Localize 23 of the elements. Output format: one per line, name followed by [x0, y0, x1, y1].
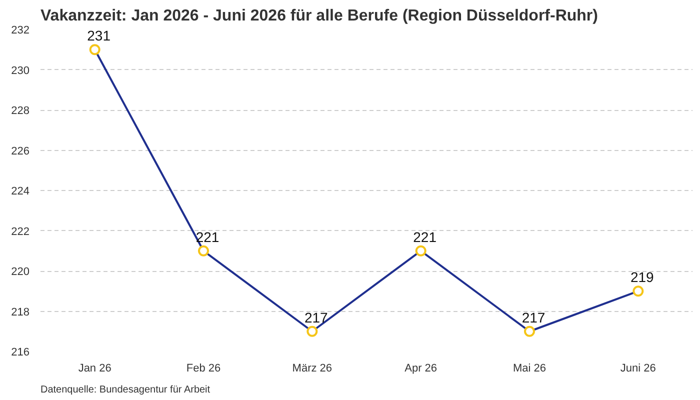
y-tick-label: 228: [11, 105, 30, 117]
x-tick-label: Feb 26: [186, 362, 221, 374]
y-tick-label: 224: [11, 186, 30, 198]
y-tick-label: 220: [11, 266, 30, 278]
x-tick-label: Juni 26: [620, 362, 656, 374]
data-label: 221: [413, 228, 437, 245]
y-tick-label: 216: [11, 346, 30, 358]
data-label: 217: [522, 309, 546, 326]
data-label: 221: [196, 228, 220, 245]
y-tick-label: 232: [11, 24, 30, 36]
text: Datenquelle: Bundesagentur für Arbeit: [40, 384, 210, 396]
y-tick-label: 230: [11, 64, 30, 77]
data-label: 231: [87, 28, 111, 44]
data-label: 217: [304, 309, 328, 326]
x-tick-label: Mai 26: [512, 362, 546, 374]
y-tick-label: 226: [11, 145, 30, 158]
x-tick-label: Apr 26: [404, 362, 438, 374]
y-tick-label: 218: [11, 306, 30, 318]
x-tick-label: März 26: [292, 362, 332, 374]
x-tick-label: Jan 26: [78, 362, 112, 374]
chart-title: Vakanzzeit: Jan 2026 - Juni 2026 für alle Berufe (Region Düsseldorf-Ruhr): [40, 8, 598, 24]
data-label: 219: [630, 269, 654, 286]
y-tick-label: 222: [11, 226, 30, 238]
